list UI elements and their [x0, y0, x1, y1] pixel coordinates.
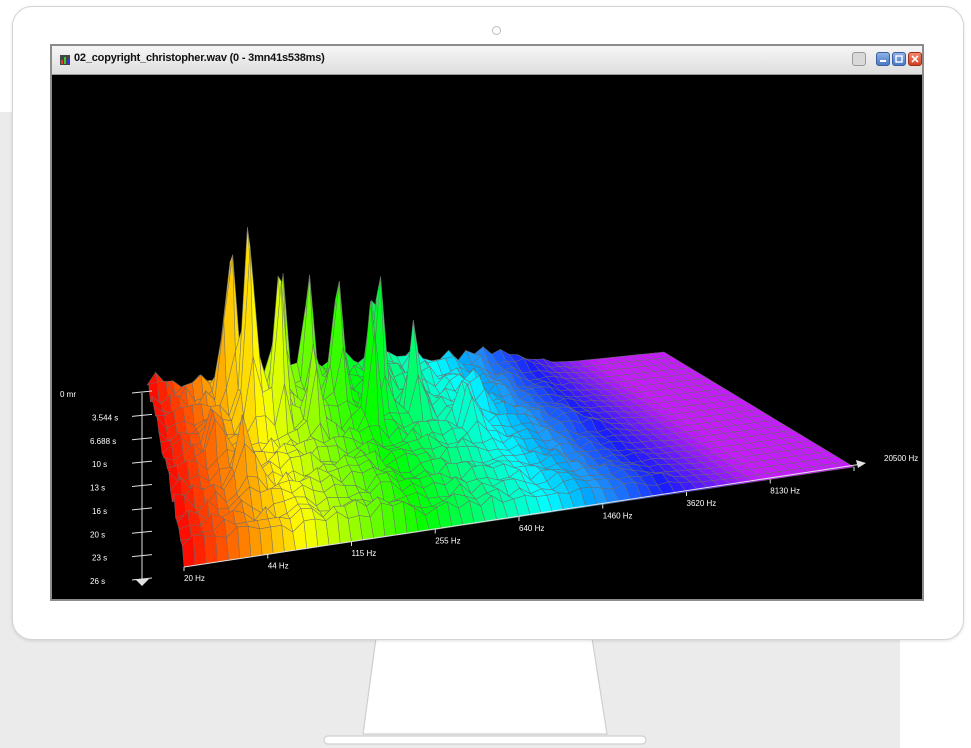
- camera-dot: [492, 26, 501, 35]
- z-tick: [131, 530, 153, 534]
- app-icon: [60, 55, 70, 65]
- frequency-axis-arrow: [856, 460, 866, 468]
- surface-cell: [833, 461, 855, 470]
- x-tick-label: 20500 Hz: [884, 454, 918, 463]
- minimize-button[interactable]: [876, 52, 890, 66]
- x-tick-label: 3620 Hz: [687, 499, 717, 508]
- z-tick: [131, 460, 153, 464]
- x-tick-label: 640 Hz: [519, 524, 544, 533]
- close-icon: [911, 55, 919, 63]
- spectrum-3d-plot: 20 Hz 44 Hz 115 Hz 255 Hz 640 Hz 1460 Hz 3620 …: [60, 227, 918, 586]
- time-axis-arrow: [135, 579, 149, 586]
- frequency-axis: [183, 463, 863, 568]
- z-tick: [131, 437, 153, 441]
- spectrum-window: 02_copyright_christopher.wav (0 - 3mn41s…: [50, 44, 924, 601]
- z-tick: [131, 484, 153, 487]
- minimize-icon: [880, 60, 886, 62]
- x-tick-label: 1460 Hz: [603, 512, 633, 521]
- surface-cell: [155, 371, 167, 383]
- z-tick-label: 10 s: [92, 460, 107, 469]
- x-tick-label: 8130 Hz: [770, 487, 800, 496]
- z-tick-label: 26 s: [90, 577, 105, 586]
- z-tick-label: 6.688 s: [90, 437, 116, 446]
- z-tick-label: 3.544 s: [92, 413, 118, 422]
- z-tick-label: 0 mr: [60, 390, 76, 399]
- x-tick-label: 115 Hz: [352, 549, 377, 558]
- z-tick-label: 13 s: [90, 484, 105, 493]
- x-tick-label: 255 Hz: [435, 537, 460, 546]
- window-titlebar[interactable]: 02_copyright_christopher.wav (0 - 3mn41s…: [52, 46, 922, 75]
- window-title: 02_copyright_christopher.wav (0 - 3mn41s…: [74, 52, 325, 64]
- z-tick-label: 16 s: [92, 507, 107, 516]
- x-tick-label: 44 Hz: [268, 562, 289, 571]
- z-tick: [131, 554, 153, 558]
- z-tick: [131, 413, 153, 417]
- z-tick-label: 23 s: [92, 554, 107, 563]
- z-tick: [131, 507, 153, 511]
- z-tick: [131, 577, 153, 581]
- close-button[interactable]: [908, 52, 922, 66]
- restore-button[interactable]: [852, 52, 866, 66]
- maximize-icon: [895, 55, 903, 63]
- x-tick-label: 20 Hz: [184, 574, 205, 583]
- z-tick-label: 20 s: [90, 530, 105, 539]
- z-tick: [131, 390, 153, 394]
- monitor-stand: [323, 637, 647, 745]
- maximize-button[interactable]: [892, 52, 906, 66]
